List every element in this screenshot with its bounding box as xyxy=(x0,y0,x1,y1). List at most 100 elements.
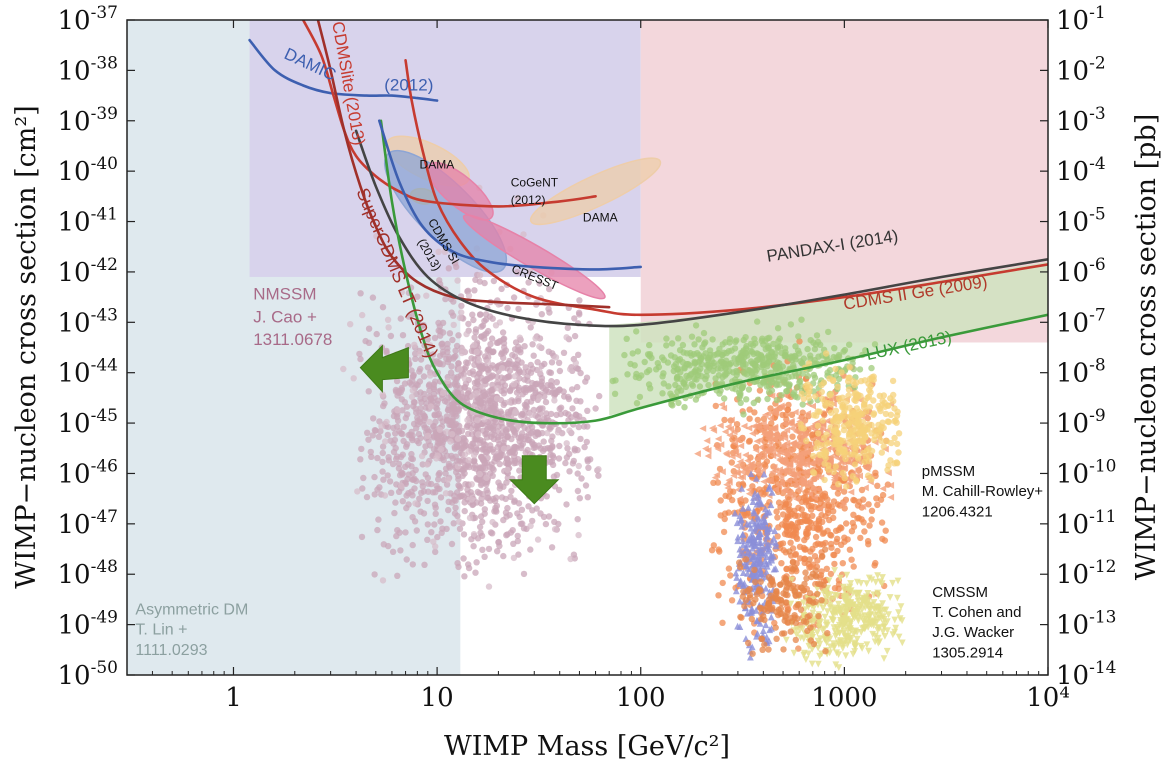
data-point xyxy=(431,521,438,528)
data-point xyxy=(894,408,901,415)
data-point xyxy=(773,635,780,642)
data-point xyxy=(762,424,769,431)
data-point xyxy=(857,580,865,587)
data-point xyxy=(833,538,840,546)
y-tick-label-right: 10-4 xyxy=(1056,154,1106,187)
data-point xyxy=(792,619,799,627)
data-point xyxy=(467,489,474,496)
data-point xyxy=(399,451,406,458)
model-scan-points xyxy=(340,165,906,672)
data-point xyxy=(843,398,850,405)
data-point xyxy=(670,367,677,375)
data-point xyxy=(459,346,466,353)
data-point xyxy=(777,605,785,612)
data-point xyxy=(486,388,493,395)
data-point xyxy=(853,629,861,636)
data-point xyxy=(817,499,824,506)
data-point xyxy=(841,404,849,411)
tick-base: 10 xyxy=(58,510,91,540)
data-point xyxy=(537,381,545,388)
data-point xyxy=(798,316,805,323)
data-point xyxy=(510,381,518,388)
data-point xyxy=(514,269,521,276)
data-point xyxy=(731,509,739,517)
data-point xyxy=(379,449,386,457)
data-point xyxy=(474,488,481,496)
data-point xyxy=(431,334,439,342)
data-point xyxy=(703,361,711,369)
data-point xyxy=(633,328,640,335)
data-point xyxy=(799,409,806,416)
data-point xyxy=(455,332,462,339)
data-point xyxy=(808,573,815,581)
tick-exponent: -8 xyxy=(1089,356,1106,376)
data-point xyxy=(885,462,892,469)
data-point xyxy=(470,457,477,465)
data-point xyxy=(775,377,783,384)
data-point xyxy=(537,510,544,517)
data-point xyxy=(705,381,712,389)
data-point xyxy=(754,617,761,625)
data-point xyxy=(830,441,837,448)
data-point xyxy=(792,372,800,380)
data-point xyxy=(778,392,785,399)
data-point xyxy=(501,344,508,351)
data-point xyxy=(857,601,865,609)
data-point xyxy=(868,516,875,523)
data-point xyxy=(741,603,748,610)
data-point xyxy=(854,614,862,622)
data-point xyxy=(477,500,485,507)
data-point xyxy=(484,358,492,365)
data-point xyxy=(829,610,837,617)
data-point xyxy=(408,393,416,401)
data-point xyxy=(563,440,570,447)
data-point xyxy=(778,521,786,528)
data-point xyxy=(424,336,431,343)
data-point xyxy=(454,463,462,470)
data-point xyxy=(519,411,526,418)
scatter-group-pmssm-yellow xyxy=(797,350,903,490)
data-point xyxy=(453,375,460,382)
data-point xyxy=(468,496,475,503)
data-point xyxy=(851,461,859,468)
data-point xyxy=(837,605,845,613)
tick-exponent: -41 xyxy=(91,205,118,225)
data-point xyxy=(369,294,377,301)
data-point xyxy=(408,381,415,388)
data-point xyxy=(728,416,735,424)
data-point xyxy=(763,568,770,576)
data-point xyxy=(432,543,439,550)
data-point xyxy=(737,399,744,407)
data-point xyxy=(772,565,780,573)
tick-base: 10 xyxy=(1056,258,1089,288)
data-point xyxy=(810,371,818,379)
data-point xyxy=(426,342,434,349)
y-tick-label-left: 10-38 xyxy=(58,53,118,86)
data-point xyxy=(371,473,378,481)
data-point xyxy=(831,345,838,352)
data-point xyxy=(874,604,882,612)
data-point xyxy=(764,477,772,485)
data-point xyxy=(407,431,414,438)
data-point xyxy=(814,338,822,346)
data-point xyxy=(883,647,891,655)
data-point xyxy=(470,452,478,459)
data-point xyxy=(422,404,429,411)
data-point xyxy=(795,504,802,511)
data-point xyxy=(530,406,537,414)
data-point xyxy=(444,340,451,348)
scatter-group-pmssm-green xyxy=(609,316,879,418)
data-point xyxy=(527,324,534,331)
data-point xyxy=(497,482,504,489)
data-point xyxy=(737,563,744,571)
data-point xyxy=(847,587,855,595)
data-point xyxy=(737,390,744,397)
data-point xyxy=(821,613,829,621)
data-point xyxy=(889,377,897,385)
data-point xyxy=(453,263,460,271)
data-point xyxy=(791,408,799,416)
data-point xyxy=(774,514,781,521)
data-point xyxy=(439,418,446,425)
data-point xyxy=(887,411,895,418)
data-point xyxy=(529,441,536,448)
